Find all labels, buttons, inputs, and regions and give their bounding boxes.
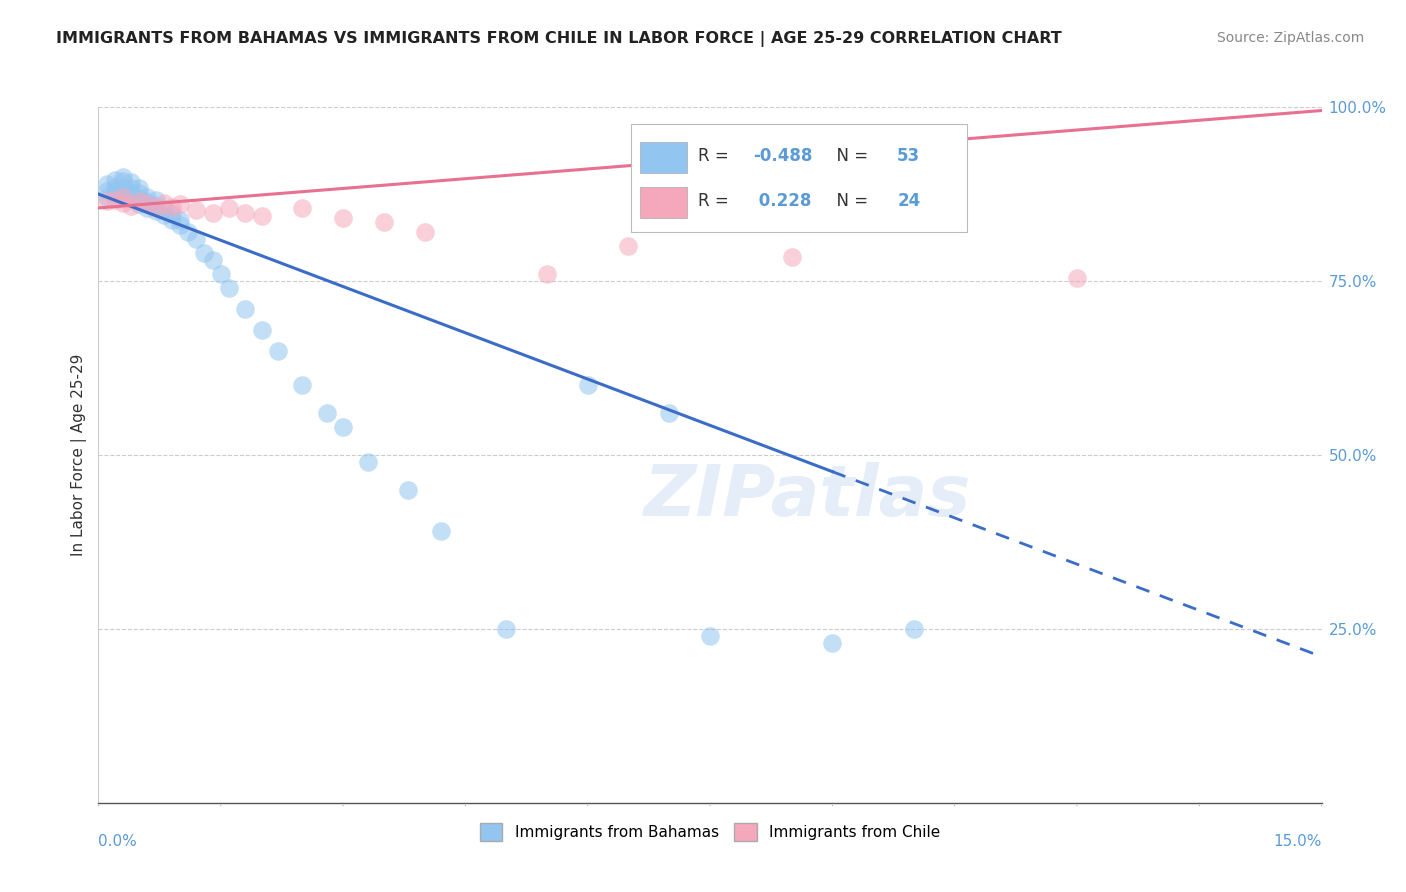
Point	[152, 196, 174, 211]
Point	[332, 420, 354, 434]
Point	[177, 225, 200, 239]
Point	[209, 267, 232, 281]
Point	[201, 253, 224, 268]
Point	[128, 194, 150, 208]
Legend: Immigrants from Bahamas, Immigrants from Chile: Immigrants from Bahamas, Immigrants from…	[474, 816, 946, 847]
Point	[250, 209, 273, 223]
Point	[169, 197, 191, 211]
Point	[145, 194, 167, 208]
Text: 24: 24	[897, 192, 921, 210]
Text: 15.0%: 15.0%	[1274, 834, 1322, 849]
Point	[136, 195, 159, 210]
Point	[160, 212, 183, 227]
Point	[160, 200, 183, 214]
Point	[128, 197, 150, 211]
Point	[96, 194, 118, 208]
Point	[267, 343, 290, 358]
Point	[218, 201, 240, 215]
Point	[111, 185, 134, 199]
Point	[186, 202, 208, 217]
Point	[111, 196, 134, 211]
Point	[152, 202, 174, 217]
FancyBboxPatch shape	[630, 124, 967, 232]
Point	[111, 169, 134, 184]
Text: -0.488: -0.488	[752, 147, 813, 165]
Point	[821, 636, 844, 650]
Point	[699, 629, 721, 643]
Text: R =: R =	[697, 192, 734, 210]
Point	[356, 455, 378, 469]
Point	[104, 180, 127, 194]
Point	[104, 187, 127, 202]
Point	[145, 199, 167, 213]
Point	[201, 206, 224, 220]
Point	[780, 250, 803, 264]
Point	[413, 225, 436, 239]
Point	[291, 378, 314, 392]
Point	[145, 204, 167, 219]
Point	[120, 175, 142, 189]
Point	[96, 190, 118, 204]
Point	[495, 622, 517, 636]
Text: Source: ZipAtlas.com: Source: ZipAtlas.com	[1216, 31, 1364, 45]
Text: ZIPatlas: ZIPatlas	[644, 462, 972, 531]
Point	[186, 232, 208, 246]
Point	[1066, 270, 1088, 285]
Point	[396, 483, 419, 497]
Point	[120, 186, 142, 201]
Point	[218, 281, 240, 295]
Point	[160, 207, 183, 221]
Point	[373, 215, 395, 229]
Point	[233, 301, 256, 316]
Point	[104, 184, 127, 198]
Point	[136, 197, 159, 211]
Point	[617, 239, 640, 253]
Point	[430, 524, 453, 539]
Text: 0.0%: 0.0%	[98, 834, 138, 849]
Point	[145, 201, 167, 215]
Point	[233, 206, 256, 220]
Point	[128, 180, 150, 194]
Point	[128, 186, 150, 201]
Point	[169, 212, 191, 227]
Point	[152, 208, 174, 222]
Text: 53: 53	[897, 147, 921, 165]
Point	[903, 622, 925, 636]
Y-axis label: In Labor Force | Age 25-29: In Labor Force | Age 25-29	[72, 354, 87, 556]
Point	[120, 192, 142, 206]
Text: 0.228: 0.228	[752, 192, 811, 210]
Point	[111, 190, 134, 204]
Point	[111, 174, 134, 188]
Point	[111, 180, 134, 194]
Point	[169, 219, 191, 233]
Point	[315, 406, 337, 420]
Point	[111, 190, 134, 204]
FancyBboxPatch shape	[640, 187, 686, 219]
Point	[332, 211, 354, 226]
Point	[136, 190, 159, 204]
Text: N =: N =	[827, 147, 873, 165]
Point	[96, 184, 118, 198]
Point	[104, 173, 127, 187]
Point	[136, 201, 159, 215]
Point	[576, 378, 599, 392]
Text: N =: N =	[827, 192, 873, 210]
Point	[536, 267, 558, 281]
Point	[193, 246, 215, 260]
Point	[120, 199, 142, 213]
FancyBboxPatch shape	[640, 142, 686, 173]
Point	[128, 192, 150, 206]
Text: IMMIGRANTS FROM BAHAMAS VS IMMIGRANTS FROM CHILE IN LABOR FORCE | AGE 25-29 CORR: IMMIGRANTS FROM BAHAMAS VS IMMIGRANTS FR…	[56, 31, 1062, 47]
Text: R =: R =	[697, 147, 734, 165]
Point	[658, 406, 681, 420]
Point	[96, 177, 118, 191]
Point	[120, 180, 142, 194]
Point	[291, 201, 314, 215]
Point	[250, 323, 273, 337]
Point	[104, 193, 127, 207]
